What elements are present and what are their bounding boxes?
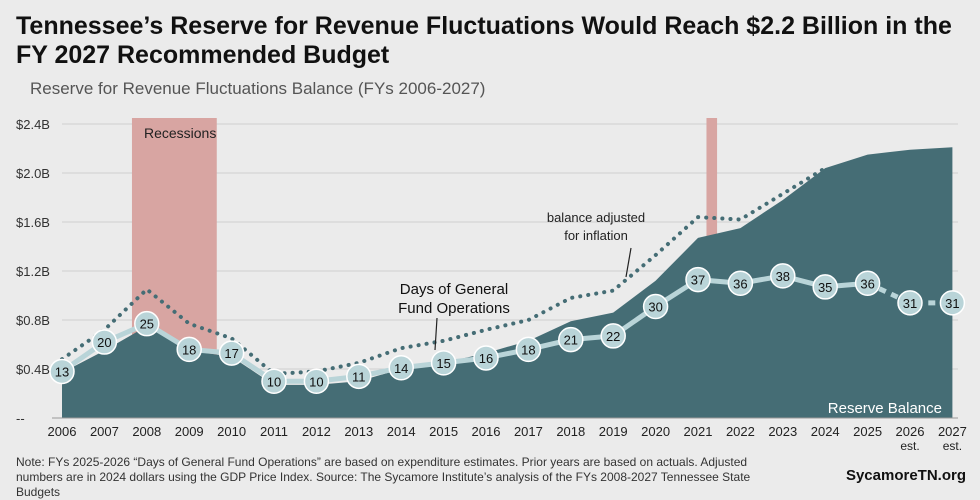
days-value-label: 15 bbox=[436, 356, 450, 371]
x-tick-label: 2007 bbox=[90, 424, 119, 439]
days-value-label: 16 bbox=[479, 351, 493, 366]
reserve-balance-label: Reserve Balance bbox=[828, 400, 942, 417]
days-label-line2: Fund Operations bbox=[398, 300, 510, 317]
days-marker bbox=[49, 358, 75, 385]
chart-subtitle: Reserve for Revenue Fluctuations Balance… bbox=[30, 79, 486, 98]
days-marker bbox=[600, 323, 626, 349]
reserve-balance-area bbox=[62, 147, 953, 418]
x-tick-label: 2016 bbox=[472, 424, 501, 439]
days-value-label: 31 bbox=[903, 296, 917, 311]
x-tick-label: 2010 bbox=[217, 424, 246, 439]
days-value-label: 35 bbox=[818, 280, 832, 295]
y-tick-label: $2.4B bbox=[16, 117, 50, 132]
x-tick-label: 2013 bbox=[344, 424, 373, 439]
days-label-pointer bbox=[434, 317, 438, 351]
days-marker bbox=[261, 368, 287, 394]
x-tick-label: 2026 bbox=[896, 424, 925, 439]
days-marker bbox=[685, 266, 711, 293]
x-tick-label: 2006 bbox=[48, 424, 77, 439]
chart-title: Tennessee’s Reserve for Revenue Fluctuat… bbox=[16, 12, 952, 69]
days-value-label: 18 bbox=[521, 342, 535, 357]
days-value-label: 38 bbox=[776, 269, 790, 284]
days-line-estimate bbox=[866, 280, 953, 306]
days-value-label: 11 bbox=[352, 369, 366, 384]
days-marker bbox=[218, 340, 245, 366]
days-value-label: 20 bbox=[97, 335, 111, 350]
y-tick-label: $1.6B bbox=[16, 215, 50, 230]
x-tick-label: 2015 bbox=[429, 424, 458, 439]
days-value-label: 10 bbox=[267, 374, 281, 389]
days-marker bbox=[515, 336, 542, 363]
days-marker bbox=[854, 270, 881, 296]
x-tick-label: 2008 bbox=[132, 424, 161, 439]
x-tick-label: 2017 bbox=[514, 424, 543, 439]
y-tick-label: $2.0B bbox=[16, 166, 50, 181]
annotation-layer: Reserve Balance balance adjusted for infla… bbox=[398, 210, 942, 417]
days-label-line1: Days of General bbox=[400, 281, 508, 298]
x-tick-label: 2018 bbox=[556, 424, 585, 439]
days-value-label: 37 bbox=[691, 273, 705, 288]
source-note: Note: FYs 2025-2026 “Days of General Fun… bbox=[16, 455, 751, 499]
x-tick-label: 2014 bbox=[387, 424, 416, 439]
days-marker bbox=[812, 274, 838, 300]
x-tick-label: 2020 bbox=[641, 424, 670, 439]
x-tick-label: 2011 bbox=[260, 424, 288, 439]
days-marker bbox=[770, 263, 796, 289]
area-layer bbox=[62, 147, 953, 418]
days-value-label: 21 bbox=[564, 333, 578, 348]
days-marker bbox=[388, 355, 414, 381]
days-value-label: 17 bbox=[224, 346, 238, 361]
inflation-adjusted-line bbox=[60, 166, 828, 376]
days-marker bbox=[473, 345, 499, 371]
x-tick-label: 2024 bbox=[811, 424, 840, 439]
days-layer: 13 20 25 18 17 10 10 11 14 15 16 18 21 22 30 37 36 38 35 36… bbox=[49, 263, 966, 394]
x-tick-label: 2012 bbox=[302, 424, 331, 439]
days-value-label: 22 bbox=[606, 329, 620, 344]
days-marker bbox=[897, 290, 923, 316]
days-marker bbox=[727, 270, 754, 296]
days-value-label: 36 bbox=[860, 276, 874, 291]
days-value-label: 14 bbox=[394, 361, 408, 376]
days-marker bbox=[939, 290, 966, 316]
days-value-label: 10 bbox=[309, 374, 323, 389]
days-value-label: 36 bbox=[733, 276, 747, 291]
inflation-layer bbox=[60, 166, 828, 376]
days-marker bbox=[558, 326, 584, 353]
recession-label: Recessions bbox=[144, 125, 216, 141]
x-tick-sublabel: est. bbox=[943, 439, 962, 453]
y-tick-label: $0.4B bbox=[16, 362, 50, 377]
days-marker bbox=[91, 329, 118, 355]
days-value-label: 13 bbox=[55, 364, 69, 379]
days-marker bbox=[642, 293, 669, 320]
days-value-label: 25 bbox=[140, 317, 154, 332]
inflation-label-line1: balance adjusted bbox=[547, 210, 645, 225]
axis-layer: -- $0.4B $0.8B $1.2B $1.6B $2.0B $2.4B 2006 2007… bbox=[16, 117, 967, 453]
days-value-label: 18 bbox=[182, 342, 196, 357]
y-tick-label: $0.8B bbox=[16, 313, 50, 328]
days-marker bbox=[346, 363, 372, 390]
x-tick-label: 2023 bbox=[768, 424, 797, 439]
days-value-label: 31 bbox=[945, 296, 959, 311]
x-tick-sublabel: est. bbox=[900, 439, 919, 453]
y-tick-label: $1.2B bbox=[16, 264, 50, 279]
x-tick-label: 2019 bbox=[599, 424, 628, 439]
days-marker bbox=[303, 368, 330, 394]
x-tick-label: 2009 bbox=[175, 424, 204, 439]
y-tick-label: -- bbox=[16, 411, 25, 426]
inflation-label-pointer bbox=[625, 247, 632, 278]
inflation-label-line2: for inflation bbox=[564, 228, 628, 243]
days-marker bbox=[176, 336, 202, 363]
x-tick-label: 2021 bbox=[684, 424, 713, 439]
x-tick-label: 2027 bbox=[938, 424, 967, 439]
days-marker bbox=[430, 350, 457, 376]
brand-logo-text: SycamoreTN.org bbox=[845, 467, 966, 484]
days-value-label: 30 bbox=[648, 300, 662, 315]
x-tick-label: 2022 bbox=[726, 424, 755, 439]
x-tick-label: 2025 bbox=[853, 424, 882, 439]
days-marker bbox=[134, 310, 160, 337]
